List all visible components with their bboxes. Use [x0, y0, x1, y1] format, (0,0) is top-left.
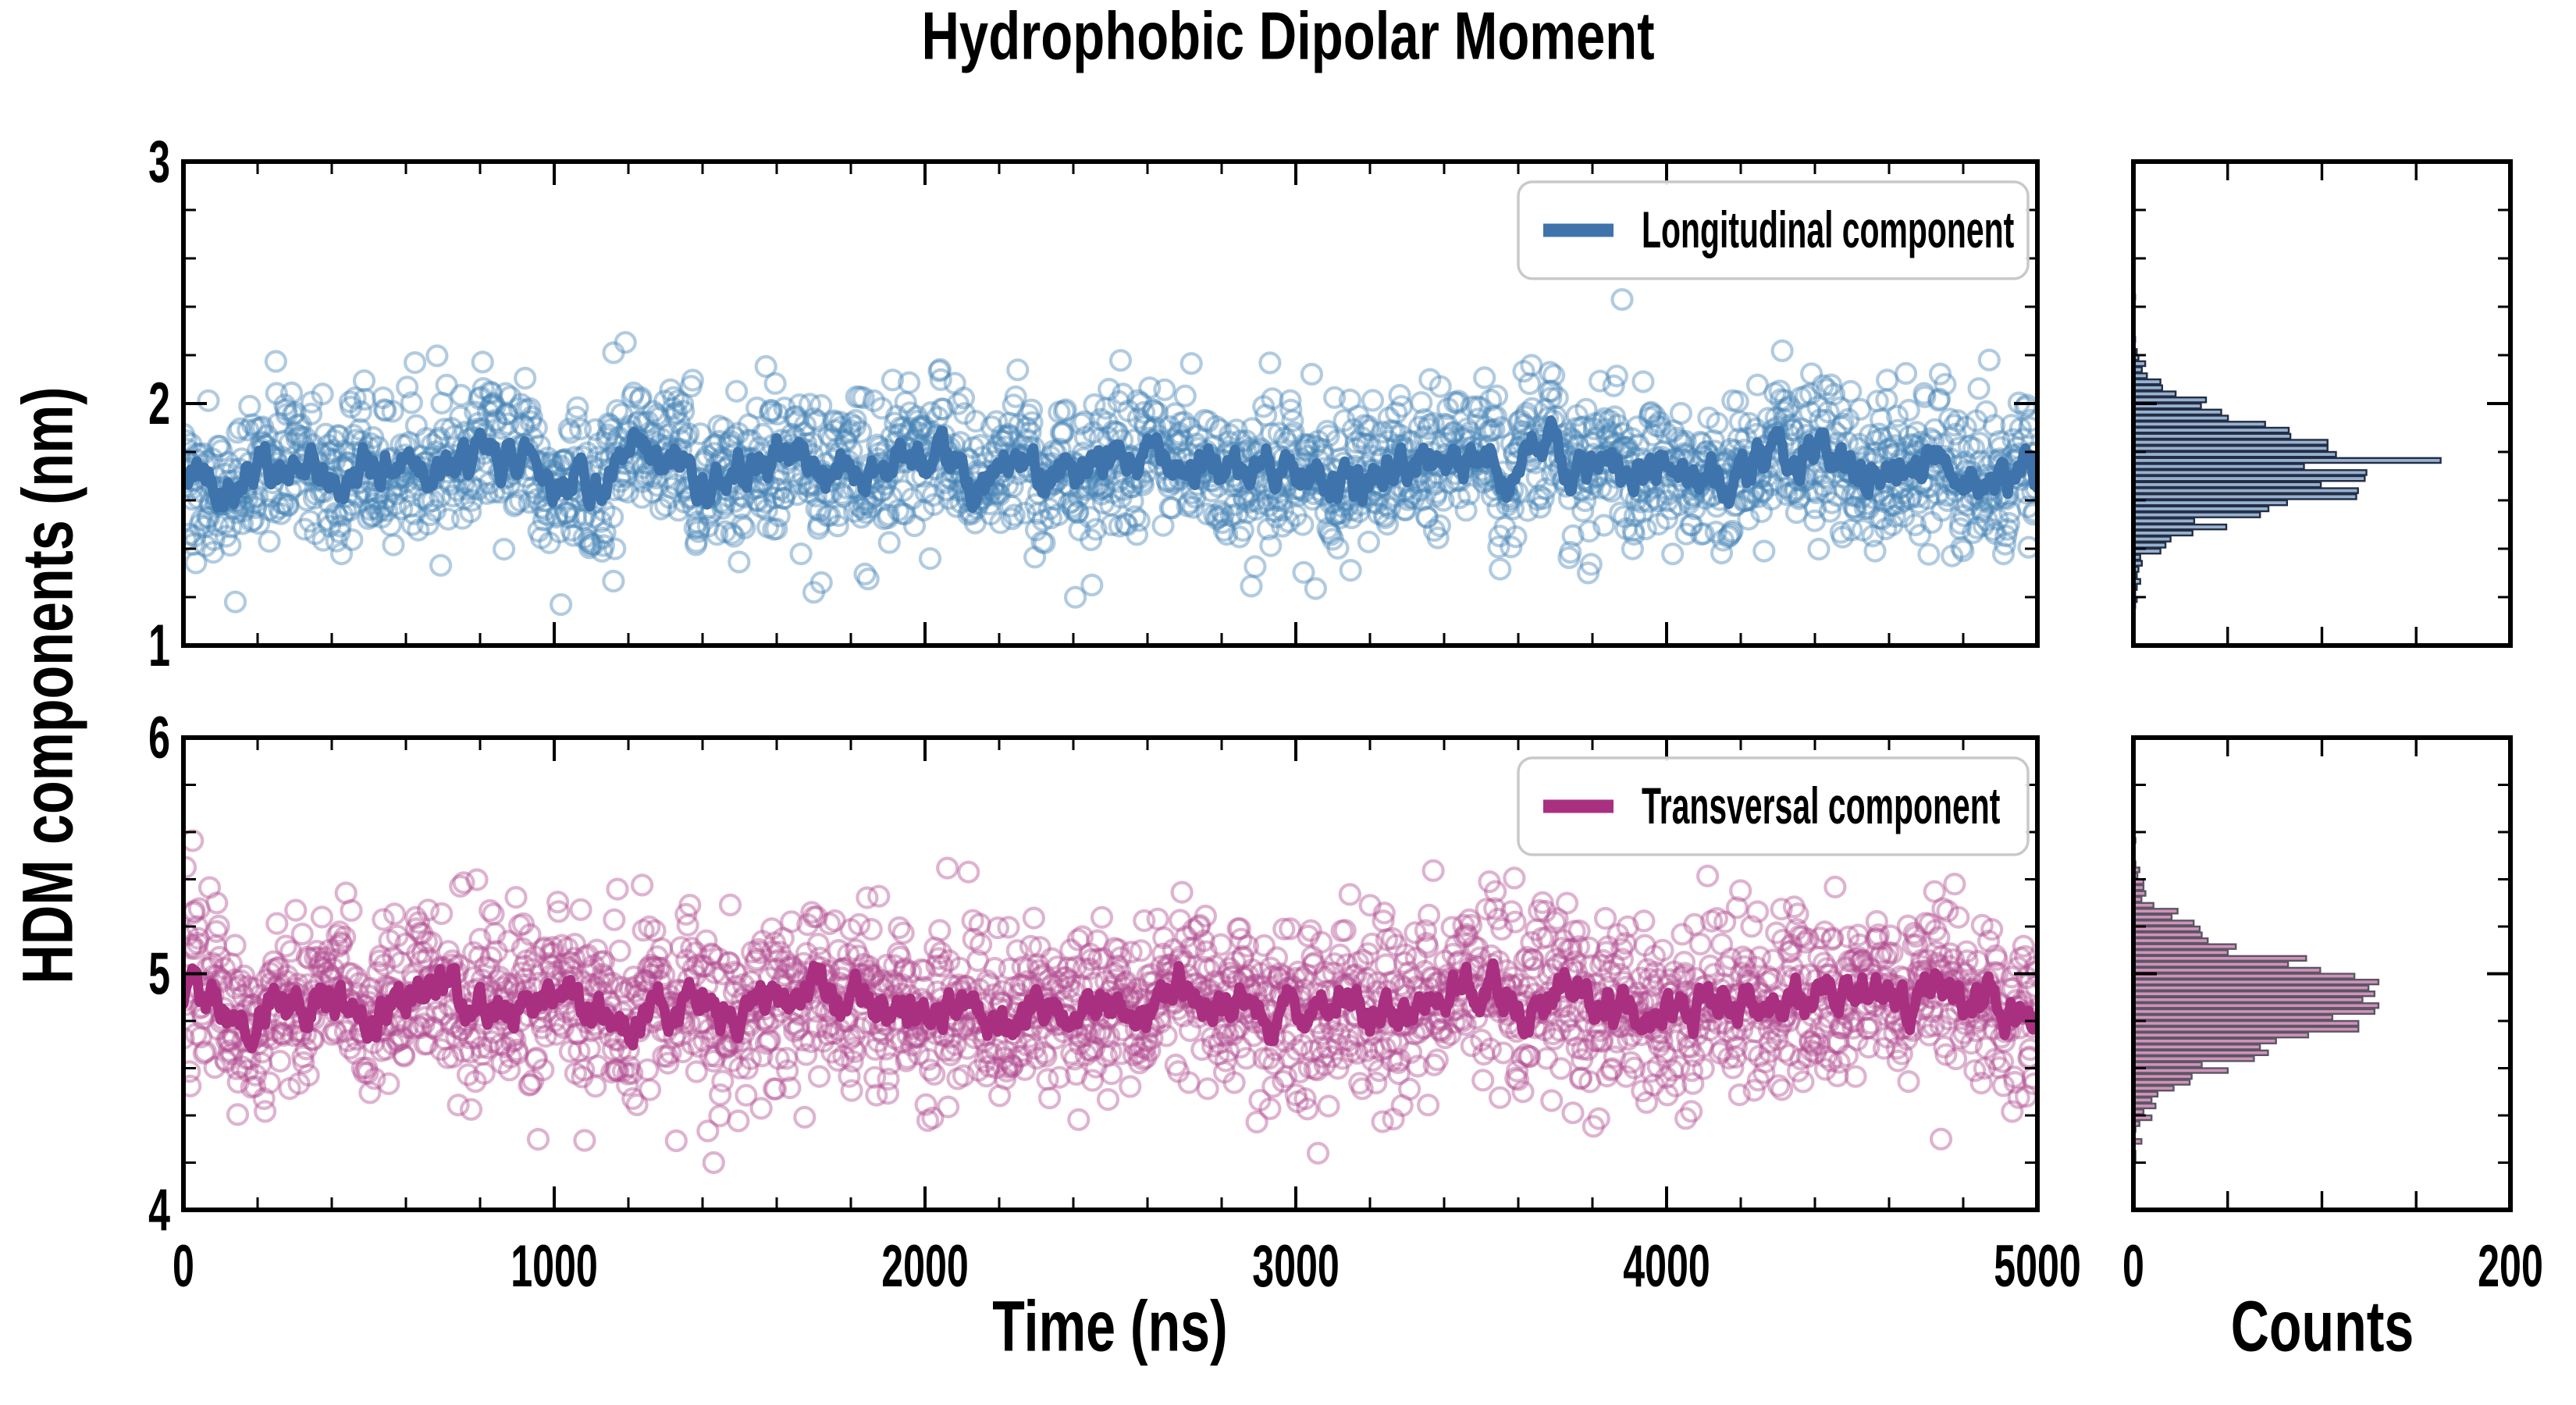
x-axis-label: Time (ns): [951, 1286, 1268, 1368]
x-tick-label: 1000: [511, 1233, 598, 1300]
legend-transversal: Transversal component: [1517, 756, 2030, 856]
x-tick-label: 5000: [1994, 1233, 2081, 1300]
y-tick-label: 6: [148, 705, 170, 771]
x-tick-label: 0: [173, 1233, 194, 1300]
x-axis-label-text: Time (ns): [992, 1286, 1228, 1367]
y-tick-label: 5: [148, 941, 170, 1007]
counts-axis-label-text: Counts: [2230, 1286, 2414, 1367]
counts-tick-label: 0: [2122, 1233, 2144, 1300]
panel-frame-main-transversal: [181, 735, 2040, 1212]
counts-axis-label: Counts: [2199, 1286, 2446, 1368]
legend-label: Transversal component: [1642, 777, 2000, 835]
legend-label: Longitudinal component: [1642, 201, 2014, 259]
histogram-longitudinal: [2133, 293, 2442, 610]
counts-tick-labels: 0 200: [2122, 1233, 2543, 1300]
y-tick-labels-longitudinal: 1 2 3: [148, 129, 170, 679]
legend-longitudinal: Longitudinal component: [1517, 180, 2030, 280]
x-tick-label: 4000: [1623, 1233, 1710, 1300]
y-tick-labels-transversal: 4 5 6: [148, 705, 170, 1243]
counts-tick-label: 200: [2478, 1233, 2543, 1300]
panel-frame-hist-longitudinal: [2131, 159, 2513, 648]
x-tick-label: 3000: [1252, 1233, 1340, 1300]
y-tick-label: 4: [148, 1177, 170, 1243]
panel-frame-main-longitudinal: [181, 159, 2040, 648]
panel-frame-hist-transversal: [2131, 735, 2513, 1212]
mean-line-transversal: [183, 958, 2037, 1054]
histogram-transversal: [2133, 837, 2380, 1163]
x-tick-labels: 0 1000 2000 3000 4000 5000: [173, 1233, 2081, 1300]
figure-title-text: Hydrophobic Dipolar Moment: [921, 0, 1655, 74]
mean-line-longitudinal: [183, 415, 2037, 514]
y-tick-label: 2: [148, 371, 170, 437]
y-tick-label: 1: [148, 613, 170, 679]
figure-title: Hydrophobic Dipolar Moment: [818, 0, 1758, 76]
x-tick-label: 2000: [881, 1233, 969, 1300]
y-tick-label: 3: [148, 129, 170, 195]
